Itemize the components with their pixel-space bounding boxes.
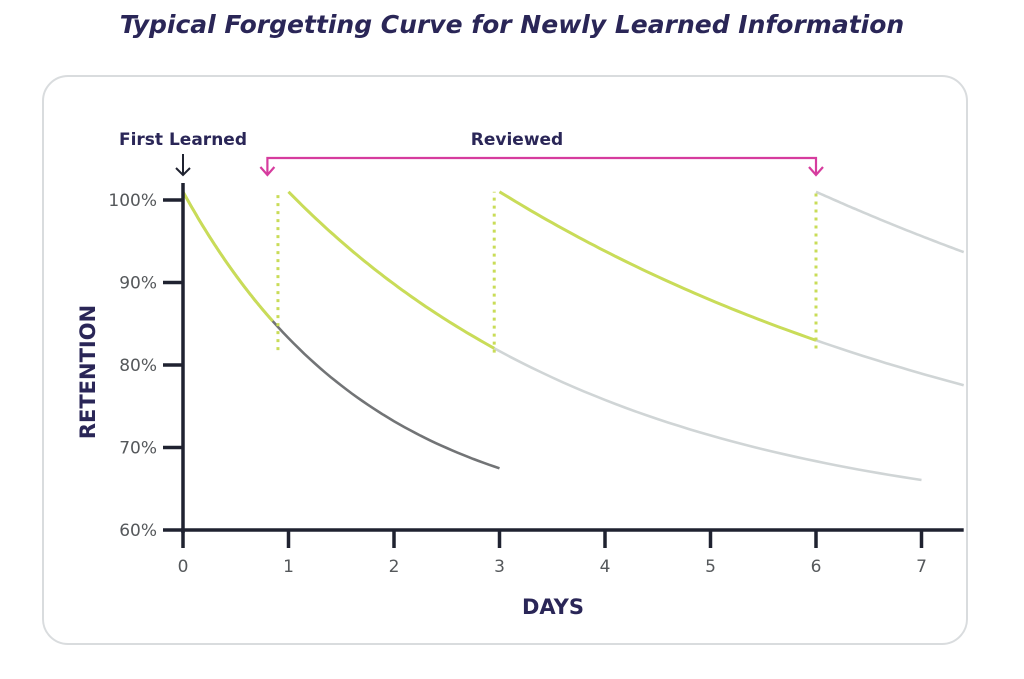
- reviewed-label: Reviewed: [471, 130, 563, 150]
- x-tick-label: 6: [811, 557, 822, 577]
- review-curve-2: [498, 190, 817, 342]
- y-tick-label: 100%: [108, 191, 157, 211]
- first-learned-arrow: [175, 154, 191, 177]
- series-line-initial-0: [181, 191, 500, 470]
- reviewed-bracket: [266, 156, 818, 174]
- review-curve-0: [181, 191, 274, 323]
- chart-title: Typical Forgetting Curve for Newly Learn…: [119, 10, 905, 39]
- x-tick-label: 3: [494, 557, 505, 577]
- x-tick-label: 7: [916, 557, 927, 577]
- first-learned-label: First Learned: [119, 130, 247, 150]
- y-axis-title: RETENTION: [76, 305, 100, 439]
- chart-card: [42, 75, 968, 645]
- y-tick-label: 70%: [119, 439, 157, 459]
- x-tick-label: 5: [705, 557, 716, 577]
- review-curve-1: [287, 190, 495, 350]
- y-tick-label: 60%: [119, 521, 157, 541]
- x-tick-label: 2: [389, 557, 400, 577]
- series-line-projected-3: [815, 190, 965, 254]
- x-tick-label: 4: [600, 557, 611, 577]
- series-line-projected-2: [498, 190, 965, 387]
- x-axis-title: DAYS: [522, 595, 584, 619]
- series-line-projected-1: [287, 190, 922, 482]
- reviewed-arrowheads: [259, 166, 824, 177]
- x-tick-label: 0: [178, 557, 189, 577]
- y-tick-label: 90%: [119, 274, 157, 294]
- y-tick-label: 80%: [119, 356, 157, 376]
- x-tick-label: 1: [283, 557, 294, 577]
